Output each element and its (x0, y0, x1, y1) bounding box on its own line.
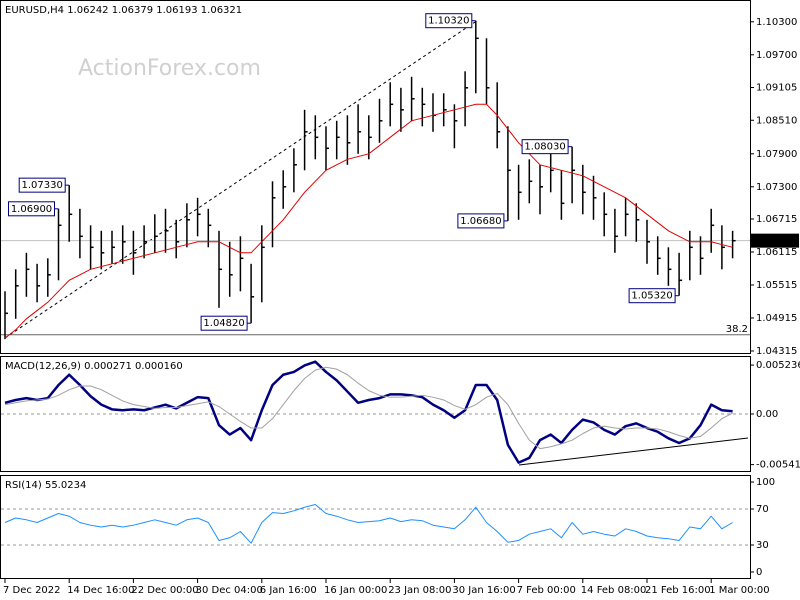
trend-line (4, 19, 479, 339)
y-tick-label: 0.005236 (756, 360, 800, 371)
main-panel-frame (0, 0, 751, 354)
indicator-line (4, 360, 733, 464)
annotation-label: 1.06900 (11, 204, 52, 215)
y-tick-label: 70 (756, 504, 769, 515)
y-tick-label: -0.005416 (756, 460, 800, 471)
annotation-label: 1.06680 (460, 216, 501, 227)
y-tick-label: 1.04315 (756, 346, 797, 357)
macd-trend-line (518, 437, 749, 466)
annotation-box (8, 201, 55, 217)
x-tick-label: 21 Feb 16:00 (645, 585, 711, 596)
y-tick-label: 1.10300 (756, 17, 797, 28)
x-tick-label: 1 Mar 00:00 (709, 585, 769, 596)
macd-title: MACD(12,26,9) 0.000271 0.000160 (5, 361, 183, 372)
current-price-label: 1.06321 (755, 236, 796, 247)
annotation-label: 1.04820 (203, 318, 244, 329)
watermark: ActionForex.com (78, 56, 261, 81)
moving-average (4, 103, 733, 339)
x-tick-label: 6 Jan 16:00 (260, 585, 317, 596)
y-tick-label: 1.08510 (756, 115, 797, 126)
x-tick-label: 30 Dec 04:00 (196, 585, 263, 596)
indicator-line (4, 366, 733, 450)
annotation-label: 1.07330 (22, 180, 63, 191)
x-tick-label: 22 Dec 00:00 (131, 585, 198, 596)
y-tick-label: 1.09700 (756, 50, 797, 61)
annotation-label: 1.08030 (524, 142, 565, 153)
y-tick-label: 0.00 (756, 409, 778, 420)
annotation-label: 1.10320 (428, 16, 469, 27)
y-tick-label: 1.06115 (756, 247, 797, 258)
x-tick-label: 7 Dec 2022 (3, 585, 61, 596)
annotation-box (18, 177, 66, 193)
y-tick-label: 1.04915 (756, 313, 797, 324)
y-tick-label: 1.07300 (756, 182, 797, 193)
y-tick-label: 1.09105 (756, 83, 797, 94)
x-tick-label: 16 Jan 00:00 (324, 585, 387, 596)
annotation-box (457, 213, 505, 229)
annotation-box (628, 288, 676, 304)
y-tick-label: 1.05515 (756, 280, 797, 291)
y-tick-label: 0 (756, 567, 762, 578)
x-tick-label: 7 Feb 00:00 (517, 585, 576, 596)
x-tick-label: 30 Jan 16:00 (452, 585, 515, 596)
annotation-box (521, 139, 569, 155)
y-tick-label: 30 (756, 540, 769, 551)
current-price-box (751, 233, 799, 248)
indicator-line (4, 504, 733, 544)
y-tick-label: 100 (756, 477, 775, 488)
chart-title: EURUSD,H4 1.06242 1.06379 1.06193 1.0632… (5, 5, 242, 16)
x-tick-label: 14 Dec 16:00 (67, 585, 134, 596)
y-tick-label: 1.07900 (756, 149, 797, 160)
annotation-box (200, 315, 248, 331)
annotation-label: 1.05320 (631, 291, 672, 302)
y-tick-label: 1.06715 (756, 214, 797, 225)
rsi-title: RSI(14) 55.0234 (5, 480, 86, 491)
fib-level-label: 38.2 (726, 324, 748, 335)
annotation-box (425, 13, 473, 29)
x-tick-label: 14 Feb 08:00 (581, 585, 647, 596)
x-tick-label: 23 Jan 08:00 (388, 585, 451, 596)
rsi-panel-frame (0, 475, 751, 579)
